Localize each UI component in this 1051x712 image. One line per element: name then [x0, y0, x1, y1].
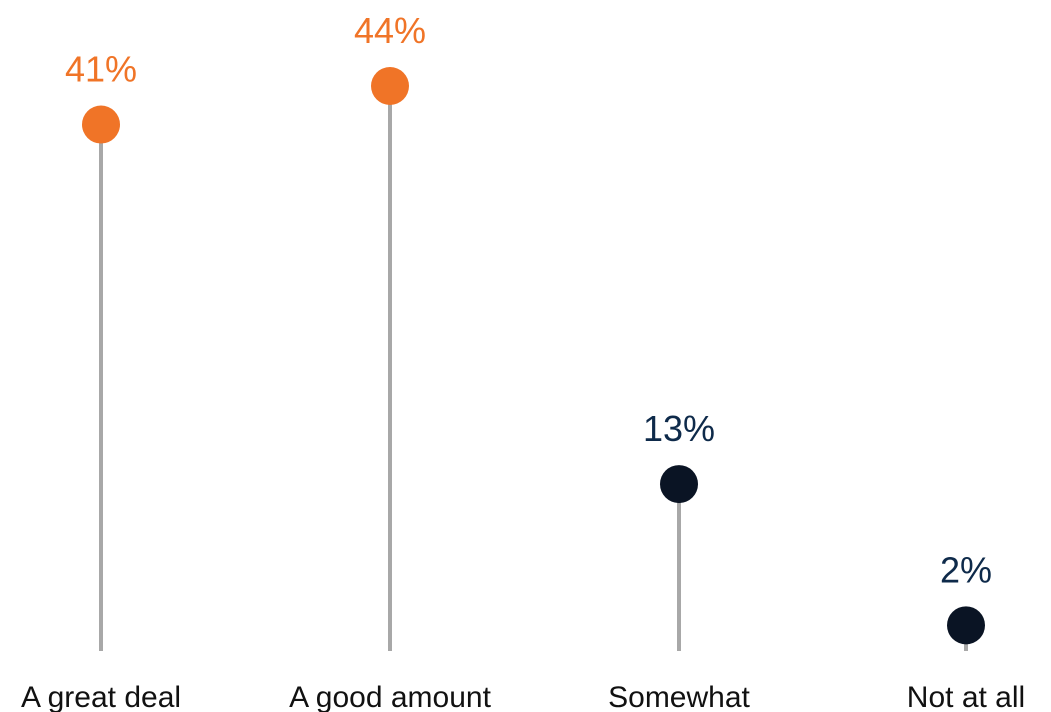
category-label-group: A great deal A good amount Somewhat Not at … [21, 681, 1025, 712]
value-label-not-at-all: 2% [940, 549, 992, 590]
dot-somewhat [660, 465, 698, 504]
category-label-a-great-deal: A great deal [21, 681, 181, 712]
dot-not-at-all [947, 606, 985, 645]
category-label-somewhat: Somewhat [608, 681, 750, 712]
category-label-not-at-all: Not at all [907, 681, 1025, 712]
value-label-a-good-amount: 44% [354, 10, 426, 51]
dot-a-good-amount [371, 67, 409, 105]
value-label-a-great-deal: 41% [65, 49, 137, 90]
stem-group [99, 86, 968, 651]
dot-group [82, 67, 985, 645]
dot-a-great-deal [82, 105, 120, 144]
value-label-somewhat: 13% [643, 408, 715, 449]
category-label-a-good-amount: A good amount [289, 681, 491, 712]
value-label-group: 41% 44% 13% 2% [65, 10, 992, 590]
